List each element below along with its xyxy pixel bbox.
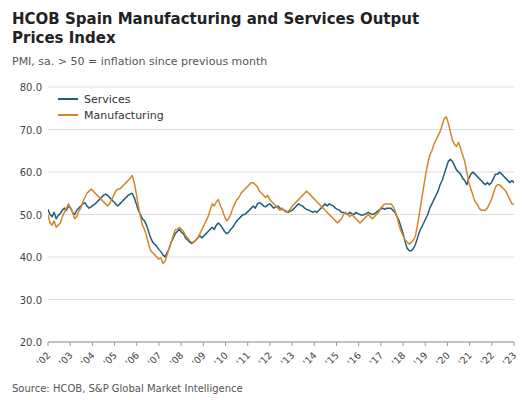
x-tick-label: '21 [456, 350, 474, 368]
x-tick-label: '11 [234, 350, 252, 368]
y-tick-label: 20.0 [20, 337, 42, 348]
x-tick-label: '03 [56, 350, 74, 368]
x-axis [48, 342, 514, 343]
y-tick-label: 80.0 [20, 82, 42, 93]
grid-line [48, 129, 514, 130]
y-tick-label: 40.0 [20, 252, 42, 263]
x-tick-label: '04 [79, 350, 97, 368]
line [48, 117, 514, 264]
x-tick [114, 342, 115, 346]
grid-line [48, 342, 514, 343]
x-tick [447, 342, 448, 346]
y-tick-label: 30.0 [20, 295, 42, 306]
grid-line [48, 257, 514, 258]
legend-label: Services [84, 93, 131, 106]
x-tick [203, 342, 204, 346]
x-tick [48, 342, 49, 346]
x-tick-label: '05 [101, 350, 119, 368]
x-tick-label: '02 [34, 350, 52, 368]
source: Source: HCOB, S&P Global Market Intellig… [12, 383, 243, 394]
x-tick [425, 342, 426, 346]
x-tick [292, 342, 293, 346]
x-tick-label: '17 [367, 350, 385, 368]
x-tick [225, 342, 226, 346]
x-tick-label: '09 [190, 350, 208, 368]
x-tick-label: '22 [478, 350, 496, 368]
x-tick-label: '06 [123, 350, 141, 368]
x-tick-label: '23 [500, 350, 518, 368]
x-tick [336, 342, 337, 346]
grid [48, 87, 514, 342]
subtitle: PMI, sa. > 50 = inflation since previous… [12, 55, 267, 68]
x-tick [314, 342, 315, 346]
legend-label: Manufacturing [84, 109, 164, 122]
chart: HCOB Spain Manufacturing and Services Ou… [0, 0, 532, 400]
x-tick-label: '12 [256, 350, 274, 368]
x-tick-label: '19 [411, 350, 429, 368]
x-tick-label: '15 [323, 350, 341, 368]
x-tick-label: '18 [389, 350, 407, 368]
grid-line [48, 87, 514, 88]
x-tick [403, 342, 404, 346]
grid-line [48, 214, 514, 215]
y-tick-label: 60.0 [20, 167, 42, 178]
x-tick-label: '20 [434, 350, 452, 368]
y-tick-label: 50.0 [20, 210, 42, 221]
legend-swatch [58, 114, 78, 116]
x-tick [247, 342, 248, 346]
x-tick-label: '13 [278, 350, 296, 368]
x-tick [491, 342, 492, 346]
y-tick-label: 70.0 [20, 125, 42, 136]
x-tick-label: '10 [212, 350, 230, 368]
title-line: Prices Index [12, 29, 116, 47]
x-tick [380, 342, 381, 346]
x-tick [269, 342, 270, 346]
x-tick [92, 342, 93, 346]
x-tick [469, 342, 470, 346]
x-tick-label: '16 [345, 350, 363, 368]
x-tick [158, 342, 159, 346]
x-tick [136, 342, 137, 346]
x-tick [70, 342, 71, 346]
legend-swatch [58, 98, 78, 100]
lines [48, 117, 514, 264]
x-tick-label: '08 [167, 350, 185, 368]
x-tick [181, 342, 182, 346]
title-line: HCOB Spain Manufacturing and Services Ou… [12, 10, 419, 28]
x-tick [358, 342, 359, 346]
legend: Services Manufacturing [58, 93, 164, 122]
title: HCOB Spain Manufacturing and Services Ou… [12, 10, 419, 47]
x-tick-label: '07 [145, 350, 163, 368]
grid-line [48, 299, 514, 300]
x-tick-label: '14 [301, 350, 319, 368]
x-tick [514, 342, 515, 346]
